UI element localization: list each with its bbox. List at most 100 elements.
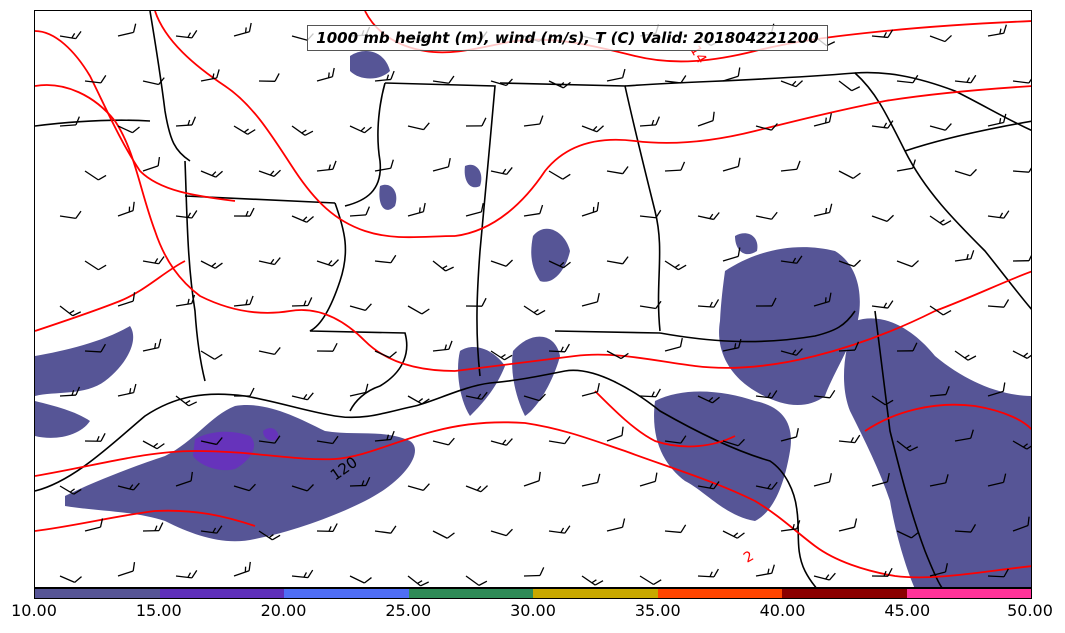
wind-barb bbox=[639, 388, 661, 398]
wind-barb bbox=[987, 299, 1010, 308]
wind-barb bbox=[871, 214, 894, 223]
wind-barb bbox=[432, 75, 455, 84]
wind-barb bbox=[233, 483, 256, 492]
contour-temp-7 bbox=[35, 260, 186, 332]
contour-temp-4 bbox=[454, 270, 1031, 372]
wind-barb bbox=[664, 75, 687, 84]
shade-strong-gulf bbox=[193, 431, 255, 471]
wind-barb bbox=[606, 68, 626, 82]
wind-barb bbox=[374, 430, 395, 442]
wind-barbs bbox=[59, 22, 1031, 587]
wind-barb bbox=[465, 485, 488, 493]
wind-barb bbox=[871, 472, 890, 487]
wind-barb bbox=[316, 259, 339, 267]
wind-barb bbox=[233, 387, 255, 397]
wind-barb bbox=[432, 340, 453, 352]
wind-barb bbox=[59, 116, 80, 127]
wind-barb bbox=[896, 342, 918, 352]
wind-barb bbox=[142, 256, 165, 265]
wind-barb bbox=[142, 338, 162, 352]
wind-barb bbox=[374, 254, 397, 264]
shade-louisiana-coast bbox=[35, 326, 134, 396]
wind-barb bbox=[697, 111, 715, 127]
wind-speed-shading bbox=[35, 51, 1031, 587]
contour-temp-9 bbox=[35, 509, 256, 532]
wind-barb bbox=[813, 473, 832, 487]
wind-barb bbox=[316, 160, 337, 172]
colorbar-tick-label: 25.00 bbox=[385, 601, 432, 620]
wind-barb bbox=[871, 300, 894, 309]
wind-barb bbox=[432, 157, 451, 172]
wind-barb bbox=[639, 472, 658, 487]
wind-barb bbox=[755, 564, 775, 577]
wind-barb bbox=[490, 350, 513, 361]
wind-barb bbox=[465, 391, 488, 400]
wind-barb bbox=[954, 74, 977, 84]
shade-misc-2 bbox=[379, 184, 397, 210]
wind-barb bbox=[697, 395, 720, 404]
wind-barb bbox=[606, 166, 629, 175]
wind-barb bbox=[316, 523, 338, 533]
wind-barb bbox=[548, 80, 571, 89]
wind-barb bbox=[548, 170, 571, 180]
wind-barb bbox=[780, 160, 801, 172]
wind-barb bbox=[523, 567, 545, 577]
wind-barb bbox=[175, 395, 197, 407]
boundary-ga-fl bbox=[659, 310, 856, 343]
wind-barb bbox=[581, 292, 600, 307]
wind-barb bbox=[200, 170, 223, 178]
wind-barb bbox=[233, 295, 254, 307]
wind-barb bbox=[606, 518, 626, 532]
wind-barb bbox=[316, 435, 339, 445]
wind-barb bbox=[639, 116, 660, 127]
wind-barb bbox=[349, 383, 369, 397]
wind-barb bbox=[200, 437, 223, 446]
wind-barb bbox=[954, 429, 974, 442]
colorbar-segment bbox=[284, 589, 409, 598]
wind-barb bbox=[929, 305, 952, 316]
contour-label-temp-2: 2 bbox=[741, 548, 757, 566]
wind-barb bbox=[175, 116, 197, 127]
shade-strong-gulf-2 bbox=[263, 428, 279, 441]
wind-barb bbox=[142, 522, 164, 532]
wind-barb bbox=[813, 389, 836, 399]
wind-barb bbox=[523, 393, 546, 402]
wind-barb bbox=[548, 436, 571, 445]
wind-barb bbox=[606, 350, 629, 360]
wind-barb bbox=[59, 575, 82, 583]
wind-barb bbox=[722, 247, 741, 262]
wind-barb bbox=[581, 575, 604, 586]
coast-florida-east bbox=[874, 310, 943, 587]
colorbar-tick-label: 20.00 bbox=[260, 601, 307, 620]
wind-barb bbox=[581, 125, 604, 133]
wind-barb bbox=[490, 438, 513, 446]
wind-barb bbox=[987, 473, 1007, 487]
wind-barb bbox=[117, 125, 140, 134]
wind-barb bbox=[639, 209, 662, 219]
wind-barb bbox=[780, 348, 803, 356]
wind-barb bbox=[258, 73, 280, 82]
shade-misc-4 bbox=[735, 233, 758, 255]
wind-barb bbox=[722, 67, 741, 82]
wind-barb bbox=[84, 432, 106, 442]
wind-barb bbox=[200, 525, 223, 534]
colorbar-segment bbox=[35, 589, 160, 598]
wind-barb bbox=[523, 204, 544, 217]
contour-temp-10 bbox=[594, 390, 736, 448]
wind-barb bbox=[929, 123, 952, 131]
contour-temp-8 bbox=[864, 403, 1031, 432]
shade-misc-1 bbox=[350, 51, 390, 79]
wind-barb bbox=[258, 347, 281, 356]
wind-barb bbox=[59, 485, 82, 495]
wind-barb bbox=[896, 260, 919, 268]
wind-barb bbox=[697, 299, 720, 308]
wind-barb bbox=[954, 250, 975, 262]
colorbar-segment bbox=[782, 589, 907, 598]
colorbar-segment bbox=[906, 589, 1031, 598]
boundary-ms-al bbox=[384, 82, 496, 377]
wind-barb bbox=[175, 29, 198, 39]
wind-barb bbox=[490, 528, 513, 537]
wind-barb bbox=[755, 123, 778, 131]
wind-barb bbox=[465, 202, 484, 217]
wind-barb bbox=[548, 525, 571, 534]
